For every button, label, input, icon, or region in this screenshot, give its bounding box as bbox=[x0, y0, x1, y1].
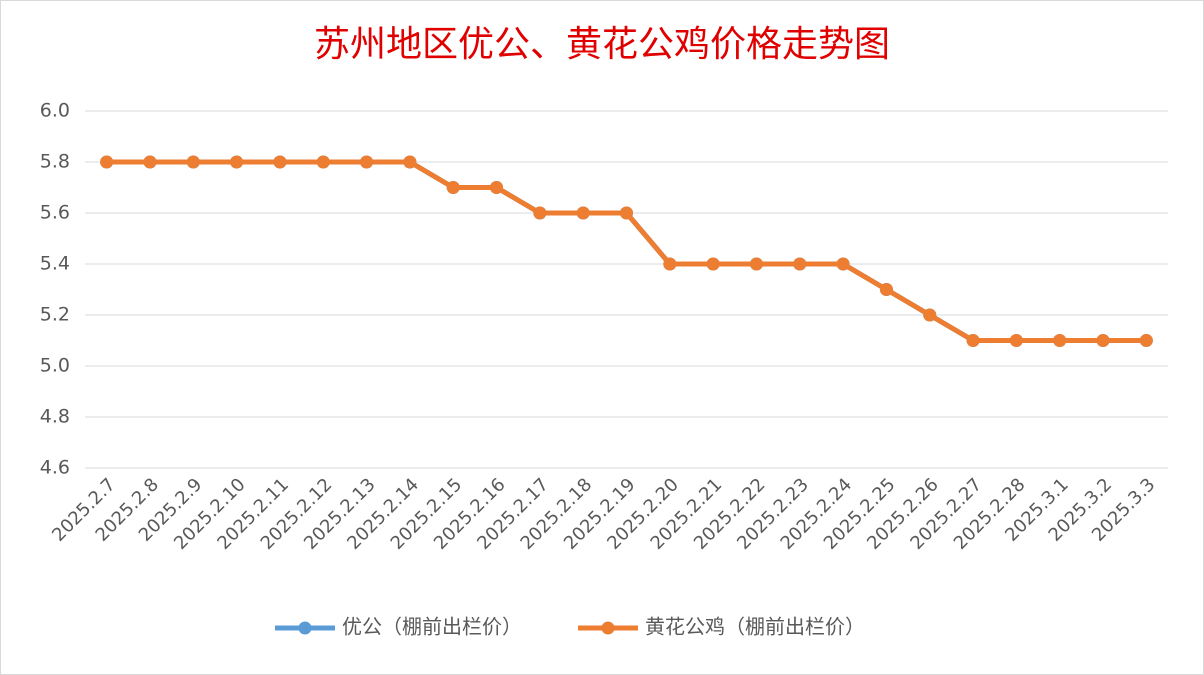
y-tick-label: 5.8 bbox=[40, 151, 70, 173]
y-tick-label: 4.6 bbox=[40, 457, 70, 479]
data-point bbox=[620, 206, 633, 220]
y-tick-label: 5.4 bbox=[40, 253, 70, 275]
data-point bbox=[1096, 334, 1110, 347]
data-point bbox=[403, 155, 417, 169]
data-point bbox=[1053, 334, 1067, 347]
data-point bbox=[793, 257, 807, 271]
data-point bbox=[1139, 334, 1153, 347]
data-point bbox=[186, 155, 200, 169]
legend-label: 优公（棚前出栏价） bbox=[342, 615, 522, 639]
data-point bbox=[576, 206, 590, 220]
data-point bbox=[230, 155, 244, 169]
y-tick-label: 5.6 bbox=[40, 202, 70, 224]
data-point bbox=[533, 206, 547, 220]
data-point bbox=[966, 334, 980, 347]
y-tick-label: 5.2 bbox=[40, 304, 70, 326]
data-point bbox=[879, 283, 893, 296]
data-point bbox=[316, 155, 330, 169]
data-point bbox=[273, 155, 287, 169]
data-point bbox=[100, 155, 114, 169]
data-point bbox=[836, 257, 850, 271]
data-point bbox=[706, 257, 720, 271]
data-point bbox=[923, 308, 937, 322]
legend-marker bbox=[298, 621, 312, 635]
chart-title: 苏州地区优公、黄花公鸡价格走势图 bbox=[314, 24, 890, 65]
y-tick-label: 6.0 bbox=[40, 100, 70, 122]
legend-marker bbox=[601, 621, 615, 635]
data-point bbox=[1009, 334, 1023, 347]
y-tick-label: 4.8 bbox=[40, 406, 70, 428]
legend-label: 黄花公鸡（棚前出栏价） bbox=[645, 615, 865, 639]
data-point bbox=[143, 155, 157, 169]
data-point bbox=[446, 181, 460, 194]
data-point bbox=[749, 257, 763, 271]
data-point bbox=[663, 257, 677, 271]
y-tick-label: 5.0 bbox=[40, 355, 70, 377]
data-point bbox=[360, 155, 374, 169]
data-point bbox=[490, 181, 504, 194]
